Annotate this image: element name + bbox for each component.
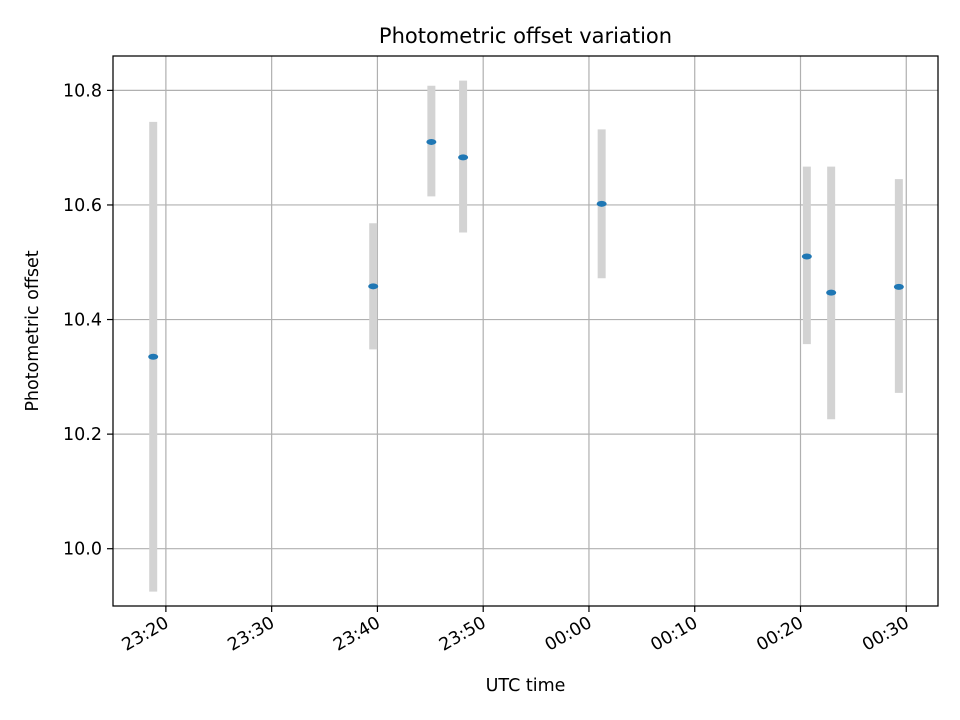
data-point [801, 253, 812, 260]
chart-title: Photometric offset variation [379, 24, 672, 48]
y-axis-label: Photometric offset [23, 250, 43, 411]
y-tick-label: 10.4 [63, 311, 102, 331]
data-point [426, 138, 437, 145]
data-point [596, 200, 607, 207]
y-tick-label: 10.8 [63, 81, 102, 101]
y-axis-ticks: 10.0 10.2 10.4 10.6 10.8 [63, 81, 113, 560]
grid [113, 56, 938, 606]
data-point [893, 283, 904, 290]
data-point [458, 154, 469, 161]
x-axis-label: UTC time [486, 676, 566, 696]
y-tick-label: 10.2 [63, 425, 102, 445]
data-point [826, 289, 837, 296]
data-point [148, 353, 159, 360]
plot-area-frame [112, 55, 939, 607]
y-tick-label: 10.6 [63, 196, 102, 216]
data-points [148, 138, 904, 360]
y-tick-label: 10.0 [63, 540, 102, 560]
data-point [368, 283, 379, 290]
